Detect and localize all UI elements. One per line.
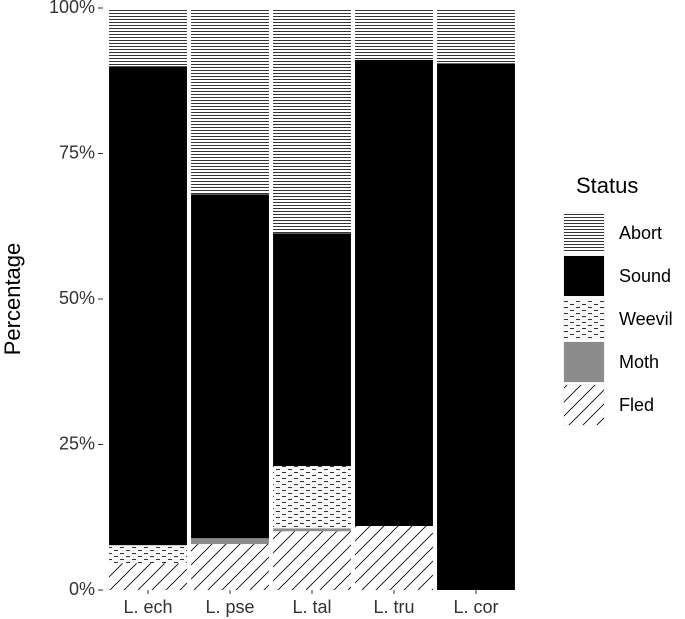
bar-segment bbox=[355, 59, 433, 526]
bar-segment bbox=[273, 531, 351, 590]
x-tick-label: L. ech bbox=[123, 597, 172, 617]
legend-label: Sound bbox=[619, 266, 671, 286]
legend-key bbox=[564, 342, 604, 382]
legend-label: Fled bbox=[619, 395, 654, 415]
legend-label: Moth bbox=[619, 352, 659, 372]
bar-segment bbox=[273, 8, 351, 234]
bar-segment bbox=[109, 8, 187, 67]
y-axis-label: Percentage bbox=[0, 243, 25, 356]
bar-segment bbox=[191, 544, 269, 590]
bar-segment bbox=[273, 466, 351, 529]
bar-segment bbox=[191, 538, 269, 545]
bar-segment bbox=[437, 63, 515, 591]
y-tick-label: 50% bbox=[59, 288, 95, 308]
legend-label: Weevil bbox=[619, 309, 673, 329]
x-tick-label: L. tru bbox=[373, 597, 414, 617]
legend-label: Abort bbox=[619, 223, 662, 243]
x-tick-label: L. pse bbox=[205, 597, 254, 617]
legend-key bbox=[564, 213, 604, 253]
bar-segment bbox=[273, 528, 351, 532]
legend-key bbox=[564, 256, 604, 296]
y-tick-label: 0% bbox=[69, 579, 95, 599]
bar-segment bbox=[109, 66, 187, 546]
y-tick-label: 25% bbox=[59, 433, 95, 453]
bar-segment bbox=[355, 525, 433, 590]
y-tick-label: 100% bbox=[49, 0, 95, 17]
bar-segment bbox=[191, 194, 269, 539]
legend-key bbox=[564, 299, 604, 339]
bar-segment bbox=[191, 8, 269, 195]
legend-key bbox=[564, 385, 604, 425]
legend-title: Status bbox=[576, 173, 638, 198]
x-tick-label: L. tal bbox=[292, 597, 331, 617]
bar-segment bbox=[355, 8, 433, 60]
y-tick-label: 75% bbox=[59, 142, 95, 162]
bar-segment bbox=[273, 233, 351, 467]
bar-segment bbox=[109, 563, 187, 590]
bar-segment bbox=[437, 8, 515, 64]
bar-segment bbox=[109, 545, 187, 564]
x-tick-label: L. cor bbox=[453, 597, 498, 617]
